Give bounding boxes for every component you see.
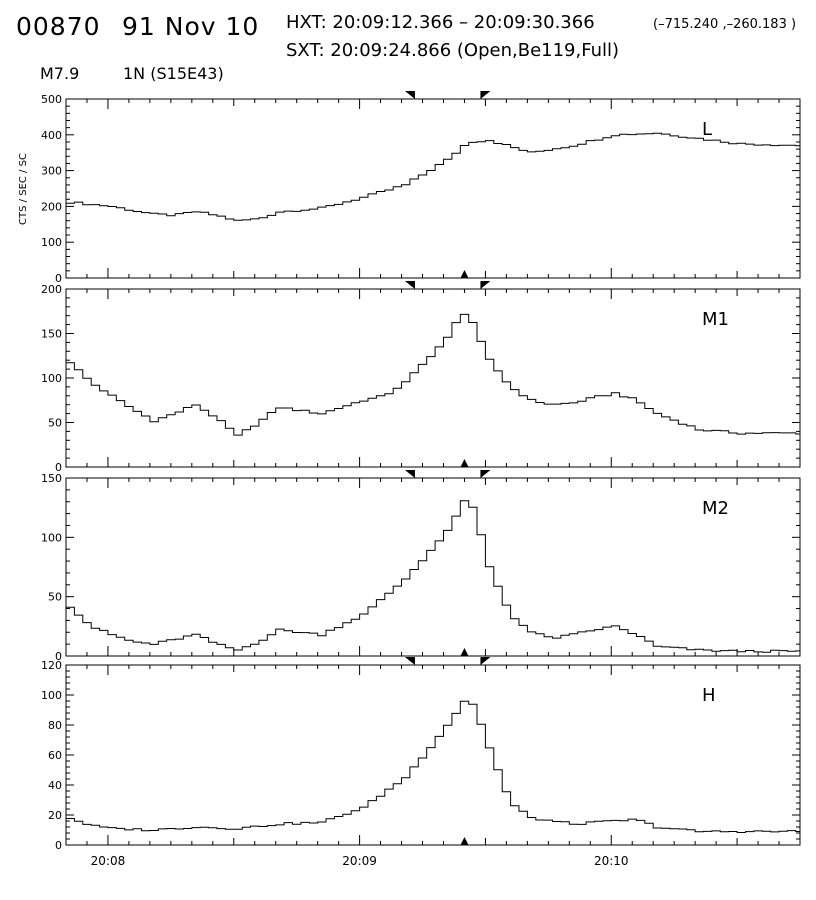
y-tick-label: 200 bbox=[41, 283, 62, 296]
y-tick-label: 80 bbox=[48, 719, 62, 732]
panel-frame-h bbox=[65, 664, 801, 846]
y-axis-label: CTS / SEC / SC bbox=[18, 153, 29, 225]
interval-end-marker bbox=[480, 657, 491, 665]
y-tick-label: 0 bbox=[55, 461, 62, 474]
y-tick-label: 20 bbox=[48, 809, 62, 822]
y-tick-label: 100 bbox=[41, 236, 62, 249]
hxt-label: HXT: bbox=[286, 12, 327, 33]
y-tick-label: 100 bbox=[41, 372, 62, 385]
y-tick-label: 300 bbox=[41, 165, 62, 178]
panel-frame-m1 bbox=[65, 288, 801, 468]
interval-start-marker bbox=[404, 91, 415, 99]
panel-label-m1: M1 bbox=[702, 309, 729, 330]
y-tick-label: 100 bbox=[41, 689, 62, 702]
y-tick-label: 150 bbox=[41, 472, 62, 485]
y-tick-label: 0 bbox=[55, 272, 62, 285]
sxt-line: SXT: 20:09:24.866 (Open,Be119,Full) bbox=[286, 40, 619, 61]
x-tick-label: 20:09 bbox=[342, 854, 377, 868]
interval-start-marker bbox=[404, 470, 415, 478]
light-curve-h bbox=[66, 700, 800, 833]
y-tick-label: 500 bbox=[41, 93, 62, 106]
panel-frame-l bbox=[65, 98, 801, 279]
y-tick-label: 150 bbox=[41, 328, 62, 341]
interval-end-marker bbox=[480, 470, 491, 478]
light-curve-m2 bbox=[66, 500, 800, 653]
panel-label-m2: M2 bbox=[702, 498, 729, 519]
event-id: 00870 bbox=[16, 12, 101, 41]
light-curve-m1 bbox=[66, 313, 800, 436]
y-tick-label: 120 bbox=[41, 659, 62, 672]
goes-class: M7.9 bbox=[40, 64, 80, 83]
sxt-time-marker bbox=[460, 270, 469, 278]
hxt-line: HXT: 20:09:12.366 – 20:09:30.366 bbox=[286, 12, 595, 33]
y-tick-label: 0 bbox=[55, 650, 62, 663]
panel-label-l: L bbox=[702, 119, 712, 140]
sxt-label: SXT: bbox=[286, 40, 325, 61]
y-tick-label: 200 bbox=[41, 200, 62, 213]
sxt-time-marker bbox=[460, 837, 469, 845]
panel-frame-m2 bbox=[65, 477, 801, 657]
sxt-time-marker bbox=[460, 459, 469, 467]
hxt-coordinates: (–715.240 ,–260.183 ) bbox=[653, 17, 797, 32]
sxt-time: 20:09:24.866 (Open,Be119,Full) bbox=[330, 40, 620, 61]
x-tick-label: 20:10 bbox=[594, 854, 629, 868]
interval-start-marker bbox=[404, 281, 415, 289]
y-tick-label: 100 bbox=[41, 531, 62, 544]
x-tick-label: 20:08 bbox=[91, 854, 126, 868]
y-tick-label: 50 bbox=[48, 591, 62, 604]
y-tick-label: 50 bbox=[48, 417, 62, 430]
y-tick-label: 0 bbox=[55, 839, 62, 852]
observation-date: 91 Nov 10 bbox=[122, 12, 260, 41]
flare-location: 1N (S15E43) bbox=[123, 64, 224, 83]
sxt-time-marker bbox=[460, 648, 469, 656]
y-tick-label: 400 bbox=[41, 129, 62, 142]
y-tick-label: 40 bbox=[48, 779, 62, 792]
y-tick-label: 60 bbox=[48, 749, 62, 762]
light-curve-l bbox=[66, 132, 800, 221]
hxt-range: 20:09:12.366 – 20:09:30.366 bbox=[332, 12, 595, 33]
interval-start-marker bbox=[404, 657, 415, 665]
interval-end-marker bbox=[480, 281, 491, 289]
panel-label-h: H bbox=[702, 685, 716, 706]
interval-end-marker bbox=[480, 91, 491, 99]
